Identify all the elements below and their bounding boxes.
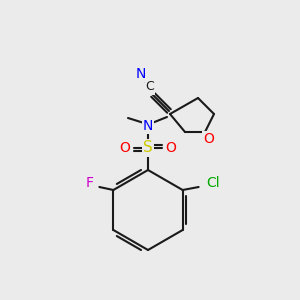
Text: O: O — [204, 132, 214, 146]
Text: N: N — [143, 119, 153, 133]
Text: Cl: Cl — [206, 176, 220, 190]
Text: N: N — [136, 67, 146, 81]
Text: F: F — [85, 176, 93, 190]
Text: C: C — [146, 80, 154, 94]
Text: S: S — [143, 140, 153, 155]
Text: O: O — [166, 141, 176, 155]
Text: O: O — [120, 141, 130, 155]
